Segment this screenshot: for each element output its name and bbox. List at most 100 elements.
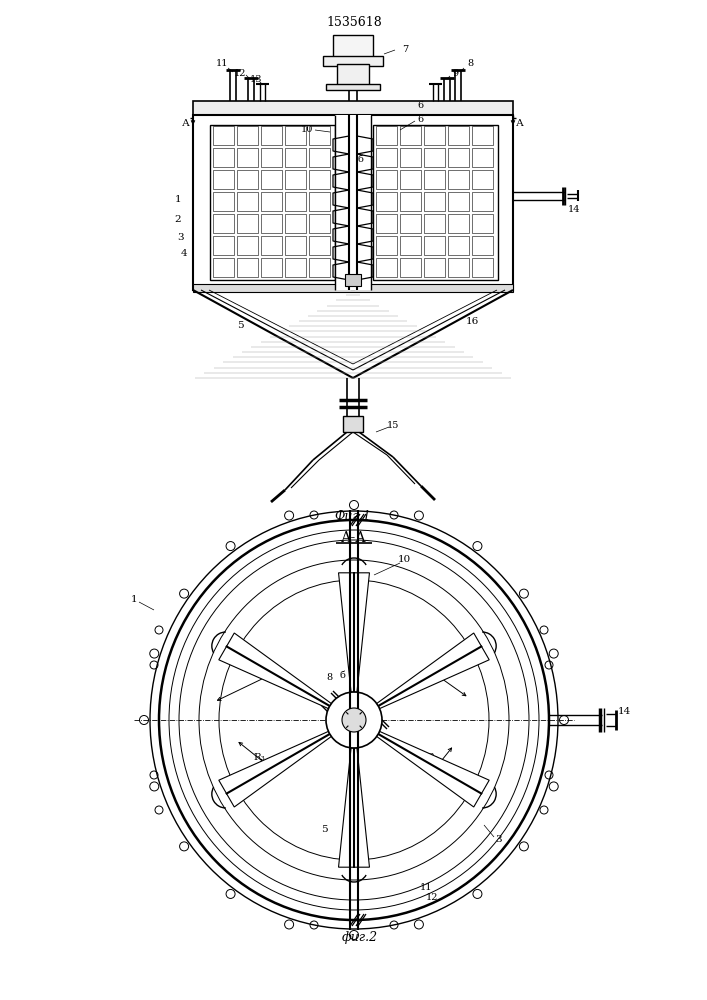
Polygon shape: [377, 633, 489, 709]
Bar: [309, 192, 330, 211]
Bar: [335, 115, 371, 290]
Text: 16: 16: [465, 318, 479, 326]
Bar: [237, 214, 258, 233]
Bar: [213, 236, 234, 255]
Bar: [448, 170, 469, 189]
Bar: [213, 192, 234, 211]
Text: 12: 12: [426, 894, 438, 902]
Bar: [261, 258, 282, 277]
Text: 12: 12: [234, 68, 246, 78]
Bar: [285, 126, 306, 145]
Text: 15: 15: [387, 420, 399, 430]
Bar: [448, 192, 469, 211]
Bar: [400, 148, 421, 167]
Text: 1: 1: [175, 196, 181, 205]
Polygon shape: [218, 633, 332, 709]
Bar: [309, 126, 330, 145]
Bar: [448, 148, 469, 167]
Ellipse shape: [159, 520, 549, 920]
Bar: [285, 170, 306, 189]
Bar: [376, 192, 397, 211]
Bar: [213, 148, 234, 167]
Text: б: б: [357, 155, 363, 164]
Text: б: б: [339, 672, 345, 680]
Bar: [424, 258, 445, 277]
Bar: [309, 170, 330, 189]
Text: 11: 11: [216, 60, 228, 68]
Text: 10: 10: [300, 125, 313, 134]
Bar: [448, 214, 469, 233]
Bar: [345, 274, 361, 286]
Bar: [213, 258, 234, 277]
Bar: [472, 148, 493, 167]
Bar: [237, 126, 258, 145]
Bar: [285, 214, 306, 233]
Text: А-А: А-А: [341, 531, 367, 545]
Text: 8: 8: [467, 60, 473, 68]
Text: 2: 2: [175, 216, 181, 225]
Text: А: А: [516, 118, 524, 127]
Bar: [193, 284, 513, 292]
Bar: [337, 64, 369, 86]
Bar: [237, 170, 258, 189]
Bar: [285, 258, 306, 277]
Polygon shape: [339, 748, 370, 867]
Bar: [193, 101, 513, 115]
Bar: [261, 148, 282, 167]
Bar: [213, 126, 234, 145]
Text: 9: 9: [452, 68, 458, 78]
Bar: [472, 258, 493, 277]
Bar: [376, 214, 397, 233]
Bar: [285, 236, 306, 255]
Bar: [343, 416, 363, 432]
Text: 1: 1: [131, 595, 137, 604]
Text: 5: 5: [321, 826, 327, 834]
Bar: [309, 236, 330, 255]
Bar: [213, 170, 234, 189]
Text: 8: 8: [326, 674, 332, 682]
Text: 13: 13: [250, 75, 262, 84]
Polygon shape: [218, 731, 332, 807]
Bar: [309, 148, 330, 167]
Bar: [400, 236, 421, 255]
Bar: [376, 170, 397, 189]
Circle shape: [326, 692, 382, 748]
Bar: [285, 192, 306, 211]
Bar: [309, 258, 330, 277]
Bar: [323, 56, 383, 66]
Bar: [237, 148, 258, 167]
Bar: [373, 125, 498, 280]
Bar: [472, 170, 493, 189]
Text: Фиг.1: Фиг.1: [334, 510, 371, 522]
Bar: [376, 258, 397, 277]
Bar: [472, 192, 493, 211]
Text: 3: 3: [177, 233, 185, 242]
Text: А: А: [182, 118, 190, 127]
Bar: [213, 214, 234, 233]
Bar: [400, 170, 421, 189]
Bar: [400, 126, 421, 145]
Bar: [193, 115, 513, 290]
Text: 5: 5: [237, 320, 243, 330]
Text: 6: 6: [417, 101, 423, 109]
Bar: [261, 236, 282, 255]
Text: 7: 7: [402, 45, 408, 54]
Bar: [261, 170, 282, 189]
Text: R₁: R₁: [426, 668, 438, 676]
Bar: [424, 148, 445, 167]
Bar: [472, 126, 493, 145]
Bar: [472, 236, 493, 255]
Bar: [448, 258, 469, 277]
Bar: [237, 258, 258, 277]
Polygon shape: [339, 573, 370, 692]
Bar: [424, 126, 445, 145]
Text: 14: 14: [617, 708, 631, 716]
Bar: [285, 148, 306, 167]
Bar: [333, 35, 373, 57]
Bar: [376, 236, 397, 255]
Text: R₂: R₂: [426, 754, 438, 762]
Text: 3: 3: [496, 836, 502, 844]
Bar: [237, 236, 258, 255]
Text: 6: 6: [417, 115, 423, 124]
Text: фиг.2: фиг.2: [342, 932, 378, 944]
